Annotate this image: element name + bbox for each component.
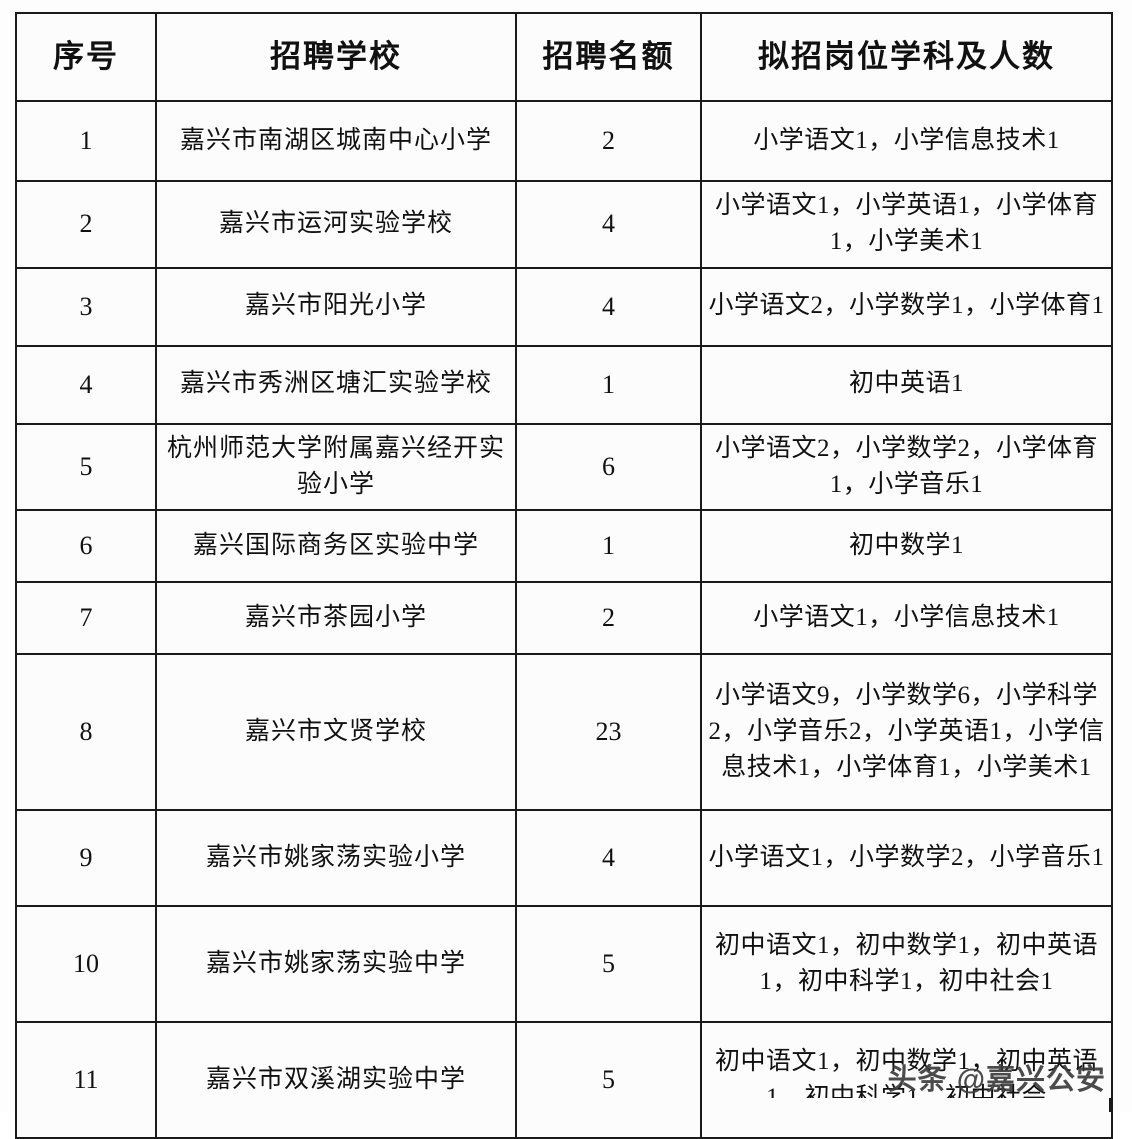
- cell-detail: 小学语文9，小学数学6，小学科学2，小学音乐2，小学英语1，小学信息技术1，小学…: [700, 653, 1113, 811]
- cell-quota: 4: [515, 266, 702, 347]
- cell-detail: 初中英语1: [700, 344, 1113, 425]
- cell-school: 嘉兴市运河实验学校: [155, 180, 517, 269]
- table-row: 4 嘉兴市秀洲区塘汇实验学校 1 初中英语1: [15, 344, 1113, 425]
- column-header-detail: 拟招岗位学科及人数: [700, 12, 1113, 102]
- cell-detail: 初中语文1，初中数学1，初中英语1，初中科学1，初中社会: [700, 1021, 1113, 1139]
- cell-school: 嘉兴市阳光小学: [155, 266, 517, 347]
- cell-quota: 1: [515, 509, 702, 583]
- cell-index: 4: [15, 344, 157, 425]
- cell-detail: 初中语文1，初中数学1，初中英语1，初中科学1，初中社会1: [700, 905, 1113, 1023]
- cell-quota: 5: [515, 905, 702, 1023]
- cell-detail: 小学语文1，小学英语1，小学体育1，小学美术1: [700, 180, 1113, 269]
- cell-index: 9: [15, 809, 157, 907]
- column-divider: [515, 1098, 517, 1112]
- cell-school: 嘉兴国际商务区实验中学: [155, 509, 517, 583]
- table-body: 1 嘉兴市南湖区城南中心小学 2 小学语文1，小学信息技术1 2 嘉兴市运河实验…: [15, 100, 1113, 1139]
- table-row: 5 杭州师范大学附属嘉兴经开实验小学 6 小学语文2，小学数学2，小学体育1，小…: [15, 422, 1113, 511]
- table-row: 8 嘉兴市文贤学校 23 小学语文9，小学数学6，小学科学2，小学音乐2，小学英…: [15, 653, 1113, 811]
- cell-school: 嘉兴市双溪湖实验中学: [155, 1021, 517, 1139]
- cell-school: 嘉兴市南湖区城南中心小学: [155, 100, 517, 182]
- table-row: 1 嘉兴市南湖区城南中心小学 2 小学语文1，小学信息技术1: [15, 100, 1113, 182]
- cell-index: 7: [15, 581, 157, 655]
- table-row: 10 嘉兴市姚家荡实验中学 5 初中语文1，初中数学1，初中英语1，初中科学1，…: [15, 905, 1113, 1023]
- cell-index: 8: [15, 653, 157, 811]
- cell-quota: 23: [515, 653, 702, 811]
- recruitment-table: 序号 招聘学校 招聘名额 拟招岗位学科及人数 1 嘉兴市南湖区城南中心小学 2 …: [15, 12, 1113, 1139]
- cell-detail: 小学语文2，小学数学1，小学体育1: [700, 266, 1113, 347]
- cell-index: 3: [15, 266, 157, 347]
- table-row: 6 嘉兴国际商务区实验中学 1 初中数学1: [15, 509, 1113, 583]
- cell-index: 10: [15, 905, 157, 1023]
- cell-quota: 4: [515, 180, 702, 269]
- cell-detail: 小学语文1，小学信息技术1: [700, 100, 1113, 182]
- column-header-quota: 招聘名额: [515, 12, 702, 102]
- document-page: 序号 招聘学校 招聘名额 拟招岗位学科及人数 1 嘉兴市南湖区城南中心小学 2 …: [15, 12, 1113, 1139]
- column-header-school: 招聘学校: [155, 12, 517, 102]
- column-divider: [700, 1098, 702, 1112]
- table-row: 2 嘉兴市运河实验学校 4 小学语文1，小学英语1，小学体育1，小学美术1: [15, 180, 1113, 269]
- cell-index: 5: [15, 422, 157, 511]
- cell-school: 嘉兴市姚家荡实验中学: [155, 905, 517, 1023]
- cell-index: 6: [15, 509, 157, 583]
- table-row: 9 嘉兴市姚家荡实验小学 4 小学语文1，小学数学2，小学音乐1: [15, 809, 1113, 907]
- cell-school: 嘉兴市文贤学校: [155, 653, 517, 811]
- cell-index: 1: [15, 100, 157, 182]
- table-row: 7 嘉兴市茶园小学 2 小学语文1，小学信息技术1: [15, 581, 1113, 655]
- cell-detail: 小学语文1，小学数学2，小学音乐1: [700, 809, 1113, 907]
- table-header-row: 序号 招聘学校 招聘名额 拟招岗位学科及人数: [15, 12, 1113, 102]
- cell-detail: 小学语文1，小学信息技术1: [700, 581, 1113, 655]
- table-header: 序号 招聘学校 招聘名额 拟招岗位学科及人数: [15, 12, 1113, 102]
- column-header-index: 序号: [15, 12, 157, 102]
- cell-school: 嘉兴市秀洲区塘汇实验学校: [155, 344, 517, 425]
- column-divider: [155, 1098, 157, 1112]
- cell-school: 嘉兴市姚家荡实验小学: [155, 809, 517, 907]
- cell-quota: 1: [515, 344, 702, 425]
- cell-index: 2: [15, 180, 157, 269]
- cell-quota: 2: [515, 100, 702, 182]
- cell-quota: 6: [515, 422, 702, 511]
- cell-quota: 4: [515, 809, 702, 907]
- cell-quota: 5: [515, 1021, 702, 1139]
- cell-school: 杭州师范大学附属嘉兴经开实验小学: [155, 422, 517, 511]
- cell-school: 嘉兴市茶园小学: [155, 581, 517, 655]
- cell-detail: 小学语文2，小学数学2，小学体育1，小学音乐1: [700, 422, 1113, 511]
- table-row: 3 嘉兴市阳光小学 4 小学语文2，小学数学1，小学体育1: [15, 266, 1113, 347]
- cell-quota: 2: [515, 581, 702, 655]
- cell-index: 11: [15, 1021, 157, 1139]
- cell-detail: 初中数学1: [700, 509, 1113, 583]
- table-row: 11 嘉兴市双溪湖实验中学 5 初中语文1，初中数学1，初中英语1，初中科学1，…: [15, 1021, 1113, 1139]
- table-row-partial-cutoff: [15, 1098, 1111, 1112]
